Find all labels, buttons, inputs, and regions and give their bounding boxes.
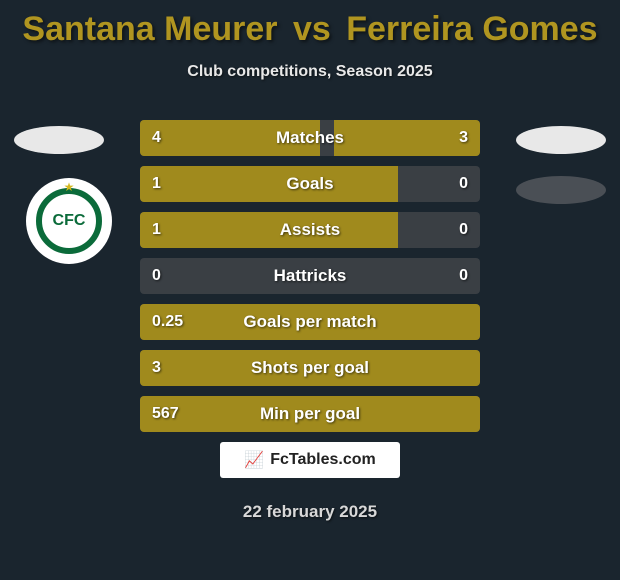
stat-row: 0.25Goals per match	[140, 304, 480, 340]
stat-label: Goals per match	[140, 304, 480, 340]
stat-row: 10Assists	[140, 212, 480, 248]
stat-label: Min per goal	[140, 396, 480, 432]
footer-logo-text: FcTables.com	[270, 451, 376, 469]
stat-label: Shots per goal	[140, 350, 480, 386]
star-icon: ★	[64, 180, 75, 194]
stat-label: Assists	[140, 212, 480, 248]
player2-photo-placeholder	[516, 126, 606, 154]
chart-icon: 📈	[244, 450, 264, 470]
club-badge-ring: ★ CFC	[36, 188, 102, 254]
stat-row: 10Goals	[140, 166, 480, 202]
footer-date: 22 february 2025	[0, 502, 620, 522]
player1-club-badge: ★ CFC	[26, 178, 112, 264]
stat-row: 00Hattricks	[140, 258, 480, 294]
title-player2: Ferreira Gomes	[346, 10, 597, 48]
title-player1: Santana Meurer	[22, 10, 277, 48]
stats-bars-area: 43Matches 10Goals 10Assists 00Hattricks 0.25…	[140, 120, 480, 442]
stat-label: Matches	[140, 120, 480, 156]
stat-row: 3Shots per goal	[140, 350, 480, 386]
stat-label: Hattricks	[140, 258, 480, 294]
player1-photo-placeholder	[14, 126, 104, 154]
stat-label: Goals	[140, 166, 480, 202]
comparison-title: Santana Meurer vs Ferreira Gomes	[0, 0, 620, 49]
club-badge-text: CFC	[53, 213, 86, 229]
stat-row: 43Matches	[140, 120, 480, 156]
subtitle: Club competitions, Season 2025	[0, 63, 620, 81]
stat-row: 567Min per goal	[140, 396, 480, 432]
player2-club-placeholder	[516, 176, 606, 204]
title-vs: vs	[293, 10, 331, 48]
footer-logo-box: 📈 FcTables.com	[220, 442, 400, 478]
